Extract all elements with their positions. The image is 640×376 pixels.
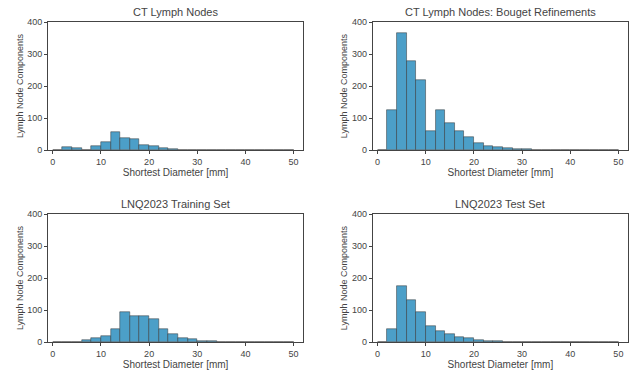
svg-text:0: 0: [375, 349, 380, 359]
svg-text:0: 0: [37, 337, 42, 347]
svg-text:300: 300: [27, 49, 42, 59]
svg-text:LNQ2023 Training Set: LNQ2023 Training Set: [121, 198, 230, 210]
svg-text:100: 100: [352, 305, 367, 315]
svg-text:50: 50: [613, 157, 623, 167]
svg-text:LNQ2023 Test Set: LNQ2023 Test Set: [455, 198, 545, 210]
svg-text:40: 40: [565, 157, 575, 167]
svg-text:30: 30: [517, 349, 527, 359]
svg-text:20: 20: [144, 349, 154, 359]
svg-text:0: 0: [362, 145, 367, 155]
svg-text:400: 400: [352, 209, 367, 219]
svg-text:300: 300: [352, 241, 367, 251]
svg-text:200: 200: [352, 273, 367, 283]
svg-text:0: 0: [375, 157, 380, 167]
svg-text:300: 300: [352, 49, 367, 59]
svg-text:10: 10: [96, 349, 106, 359]
svg-text:Shortest Diameter [mm]: Shortest Diameter [mm]: [448, 359, 554, 370]
svg-text:10: 10: [421, 157, 431, 167]
svg-text:0: 0: [362, 337, 367, 347]
svg-text:20: 20: [469, 157, 479, 167]
svg-text:Shortest Diameter [mm]: Shortest Diameter [mm]: [448, 167, 554, 178]
svg-text:100: 100: [352, 113, 367, 123]
svg-text:30: 30: [517, 157, 527, 167]
svg-text:200: 200: [27, 81, 42, 91]
svg-text:0: 0: [50, 349, 55, 359]
svg-text:20: 20: [469, 349, 479, 359]
svg-text:Shortest Diameter [mm]: Shortest Diameter [mm]: [123, 167, 229, 178]
svg-text:CT Lymph Nodes: Bouget Refinem: CT Lymph Nodes: Bouget Refinements: [405, 6, 596, 18]
svg-text:40: 40: [240, 157, 250, 167]
svg-text:200: 200: [352, 81, 367, 91]
svg-text:40: 40: [565, 349, 575, 359]
svg-text:10: 10: [96, 157, 106, 167]
svg-text:40: 40: [240, 349, 250, 359]
svg-text:30: 30: [192, 349, 202, 359]
svg-text:50: 50: [289, 349, 299, 359]
svg-text:30: 30: [192, 157, 202, 167]
svg-text:Lymph Node Components: Lymph Node Components: [15, 33, 25, 138]
svg-text:400: 400: [27, 209, 42, 219]
svg-text:300: 300: [27, 241, 42, 251]
svg-text:Lymph Node Components: Lymph Node Components: [339, 225, 349, 330]
svg-text:Lymph Node Components: Lymph Node Components: [15, 225, 25, 330]
svg-text:0: 0: [37, 145, 42, 155]
svg-text:400: 400: [352, 17, 367, 27]
svg-text:CT Lymph Nodes: CT Lymph Nodes: [133, 6, 218, 18]
svg-text:400: 400: [27, 17, 42, 27]
svg-text:50: 50: [613, 349, 623, 359]
svg-text:10: 10: [421, 349, 431, 359]
svg-text:50: 50: [289, 157, 299, 167]
svg-text:Shortest Diameter [mm]: Shortest Diameter [mm]: [123, 359, 229, 370]
svg-text:Lymph Node Components: Lymph Node Components: [339, 33, 349, 138]
svg-text:0: 0: [50, 157, 55, 167]
svg-text:200: 200: [27, 273, 42, 283]
svg-text:100: 100: [27, 305, 42, 315]
svg-text:20: 20: [144, 157, 154, 167]
svg-text:100: 100: [27, 113, 42, 123]
